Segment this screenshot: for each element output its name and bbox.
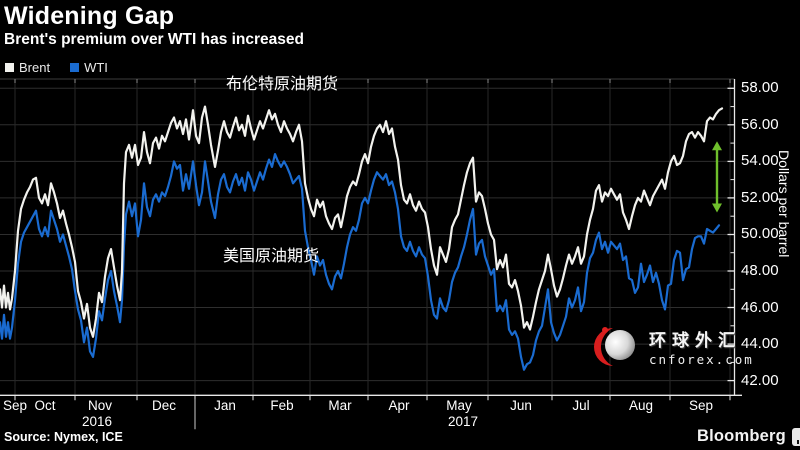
x-axis-year-label: 2016	[81, 414, 113, 429]
cnforex-url: cnforex.com	[649, 351, 754, 367]
bloomberg-wordmark: Bloomberg	[697, 427, 786, 445]
y-axis-tick-label: 42.00	[741, 371, 779, 389]
page-title: Widening Gap	[4, 2, 175, 30]
x-axis-month-label: May	[446, 398, 472, 413]
x-axis-month-label: Jun	[510, 398, 532, 413]
x-axis-year-label: 2017	[447, 414, 479, 429]
page-subtitle: Brent's premium over WTI has increased	[4, 31, 305, 48]
y-axis-tick-label: 54.00	[741, 152, 779, 170]
y-axis-tick-label: 50.00	[741, 225, 779, 243]
legend-item-brent: Brent	[5, 60, 50, 75]
wti-series-annotation-cn: 美国原油期货	[223, 248, 320, 265]
bloomberg-brand: Bloomberg	[697, 427, 800, 446]
wti-color-swatch	[70, 63, 80, 72]
x-axis-month-label: Aug	[628, 398, 654, 413]
x-axis-month-label: Apr	[388, 398, 410, 413]
cnforex-watermark: 环球外汇 cnforex.com	[591, 320, 754, 372]
y-axis-tick-label: 44.00	[741, 335, 779, 353]
source-note: Source: Nymex, ICE	[4, 430, 123, 444]
cnforex-watermark-text: 环球外汇 cnforex.com	[649, 326, 754, 367]
x-axis-labels: Sep Oct Nov Dec Jan Feb Mar Apr May Jun Jul Aug Sep 2…	[0, 398, 800, 434]
x-axis-month-label: Oct	[34, 398, 56, 413]
x-axis-month-label: Mar	[328, 398, 352, 413]
legend-label-brent: Brent	[19, 60, 51, 75]
cnforex-name-cn: 环球外汇	[649, 330, 741, 350]
y-axis-tick-label: 56.00	[741, 115, 779, 133]
x-axis-month-label: Dec	[151, 398, 176, 413]
brent-series-annotation-cn: 布伦特原油期货	[226, 76, 339, 93]
y-axis-title: Dollars per barrel	[776, 150, 792, 258]
x-axis-month-label: Sep	[2, 398, 28, 413]
bloomberg-logo-icon	[791, 427, 800, 446]
y-axis-tick-label: 58.00	[741, 79, 779, 97]
legend-item-wti: WTI	[70, 60, 108, 75]
y-axis-tick-label: 46.00	[741, 298, 779, 316]
x-axis-month-label: Jul	[572, 398, 590, 413]
cnforex-logo-icon	[594, 327, 635, 366]
legend-label-wti: WTI	[84, 60, 108, 75]
y-axis-tick-label: 52.00	[741, 188, 779, 206]
y-axis-tick-label: 48.00	[741, 262, 779, 279]
brent-color-swatch	[5, 63, 14, 72]
x-axis-month-label: Sep	[688, 398, 714, 413]
x-axis-month-label: Nov	[87, 398, 112, 413]
x-axis-month-label: Feb	[270, 398, 294, 413]
legend: Brent WTI	[5, 60, 108, 75]
x-axis-month-label: Jan	[214, 398, 236, 413]
